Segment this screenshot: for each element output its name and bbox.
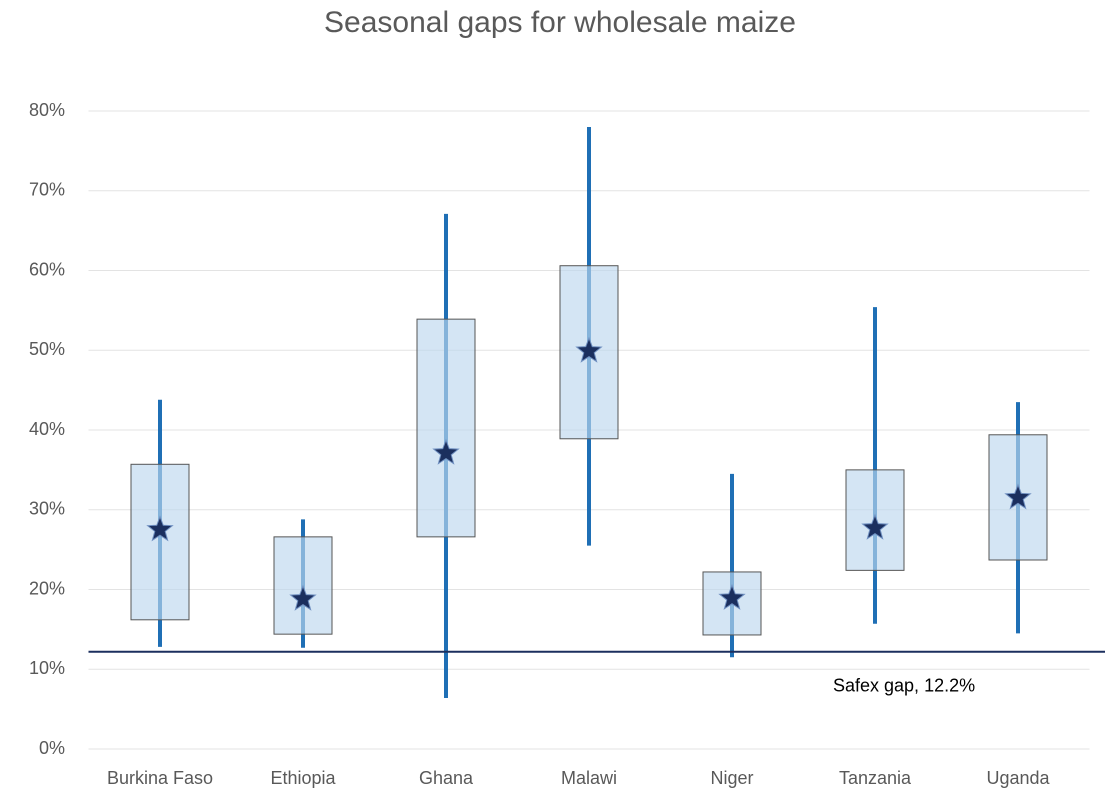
y-tick-label: 70% [29,180,65,200]
x-tick-label: Tanzania [839,768,912,788]
box [130,463,190,621]
x-tick-label: Burkina Faso [107,768,213,788]
center-marker [575,336,603,363]
x-tick-label: Uganda [986,768,1050,788]
y-tick-label: 30% [29,499,65,519]
y-tick-label: 10% [29,658,65,678]
center-marker [718,583,746,610]
x-tick-label: Niger [710,768,753,788]
center-marker [432,438,460,465]
x-tick-label: Ghana [419,768,474,788]
center-marker [1004,483,1032,510]
y-tick-label: 20% [29,578,65,598]
box [416,318,476,538]
annotation-bg [822,671,1052,700]
y-tick-label: 0% [39,738,65,758]
chart-title: Seasonal gaps for wholesale maize [324,6,796,39]
x-tick-label: Malawi [561,768,617,788]
y-tick-label: 60% [29,259,65,279]
center-marker [861,513,889,540]
reference-label: Safex gap, 12.2% [833,675,975,695]
center-marker [289,584,317,611]
y-tick-label: 50% [29,339,65,359]
y-tick-label: 80% [29,100,65,120]
x-tick-label: Ethiopia [270,768,336,788]
y-tick-label: 40% [29,419,65,439]
center-marker [146,515,174,542]
